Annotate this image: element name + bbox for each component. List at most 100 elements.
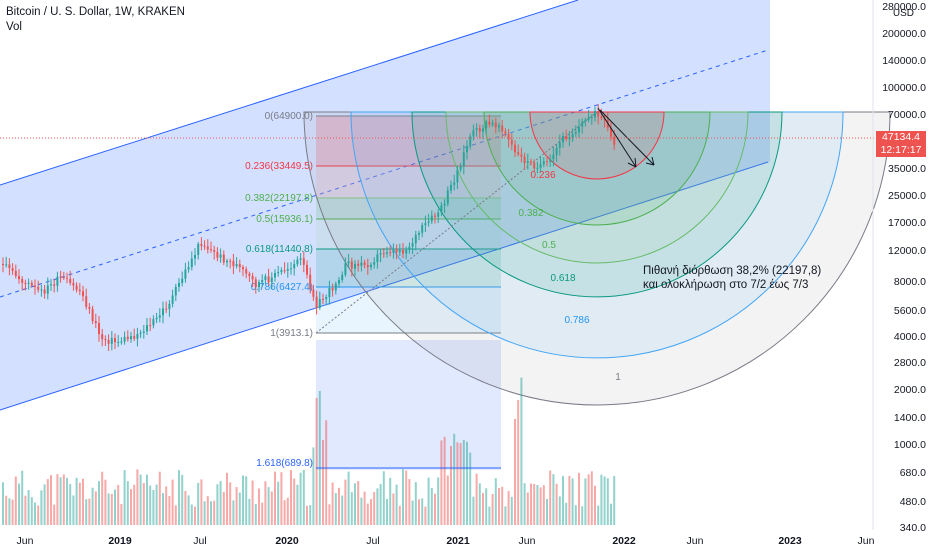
price-scale-label: 2800.0 [893,357,926,369]
candle-body [130,336,132,340]
volume-bar [181,475,184,525]
fib-arc [411,111,783,298]
candle-body [446,190,449,204]
volume-bar [94,491,97,525]
candle-body [270,277,273,283]
candle-body [24,282,27,284]
volume-bar [200,479,203,525]
price-scale-label: 8000.0 [893,276,926,288]
volume-bar [341,495,344,525]
volume-bar [363,491,366,525]
candle-body [11,268,14,271]
volume-bar [75,477,78,525]
channel-median-line [0,49,769,298]
projection-arrow-line [597,107,637,168]
candle-body [306,264,308,275]
volume-bar [603,476,606,525]
volume-bar [206,496,209,525]
symbol-title[interactable]: Bitcoin / U. S. Dollar, 1W, KRAKEN [6,6,185,18]
volume-bar [290,470,292,525]
candle-body [379,253,382,255]
volume-bar [331,482,334,525]
fib-arc-label: 0.5 [542,240,556,251]
volume-bar [104,479,107,525]
candle-body [133,336,136,339]
trade-note[interactable]: Πιθανή διόρθωση 38,2% (22197,8) και ολοκ… [643,264,821,292]
candle-body [78,289,81,292]
candle-body [258,282,260,288]
candle-body [539,164,542,168]
volume-bar [568,476,571,525]
trade-note-line-2: και ολοκλήρωση στο 7/2 έως 7/3 [643,279,809,291]
volume-bar [478,483,481,525]
currency-label[interactable]: USD [892,8,914,19]
fib-zone-4 [316,249,501,287]
volume-bar [427,477,430,525]
candle-body [514,144,516,153]
volume-bar [315,397,318,525]
candle-body [56,276,59,286]
price-scale-label: 17000.0 [888,217,926,229]
candle-body [600,116,603,119]
time-axis-label: Jun [16,535,34,547]
candle-body [248,273,251,276]
candle-body [482,128,484,132]
candle-body [398,250,401,253]
candle-body [571,134,574,138]
candle-body [405,249,408,254]
volume-indicator-label[interactable]: Vol [6,21,22,33]
volume-bar [613,476,616,525]
volume-bar [549,470,552,525]
candle-body [478,128,481,132]
volume-bar [552,474,555,525]
volume-bar [590,471,593,525]
volume-bar [408,479,411,525]
volume-bar [366,503,369,525]
volume-bar [146,474,148,525]
candle-body [219,254,222,258]
fib-zone-5 [316,287,501,333]
volume-bar [30,497,33,525]
volume-bar [165,486,168,525]
candle-body [350,261,353,269]
volume-bar [453,433,456,525]
volume-bar [136,469,139,525]
volume-bar [248,498,251,525]
volume-bar [507,491,510,525]
candle-body [117,341,120,343]
candle-body [373,262,376,265]
fib-arc-label: 0.618 [550,273,575,284]
candle-body [107,339,110,344]
candle-body [325,297,328,300]
fib-level-label: 0.236(33449.5) [245,161,313,172]
candle-body [114,338,116,343]
candle-body [34,285,36,287]
parallel-channel-fill [0,0,770,410]
fib-level-label: 0.618(11440.8) [246,244,313,255]
candle-body [235,264,238,267]
candle-body [392,248,395,253]
candle-body [98,323,100,335]
volume-bar [459,443,462,525]
candle-body [254,279,257,288]
candle-body [184,269,187,279]
volume-bar [491,494,494,525]
price-scale-label: 5600.0 [893,305,926,317]
candle-body [427,221,430,223]
price-scale-label: 280000.0 [882,1,926,13]
volume-bar [226,472,228,525]
volume-bar [571,478,574,525]
candle-body [14,270,17,277]
candle-body [197,244,200,255]
volume-bar [72,495,75,525]
candle-body [264,276,267,280]
volume-bar [174,505,177,525]
volume-bar [110,494,113,525]
volume-bar [485,488,488,525]
volume-bar [606,478,609,525]
volume-bar [389,477,392,525]
volume-bar [542,485,545,525]
volume-bar [293,478,296,525]
